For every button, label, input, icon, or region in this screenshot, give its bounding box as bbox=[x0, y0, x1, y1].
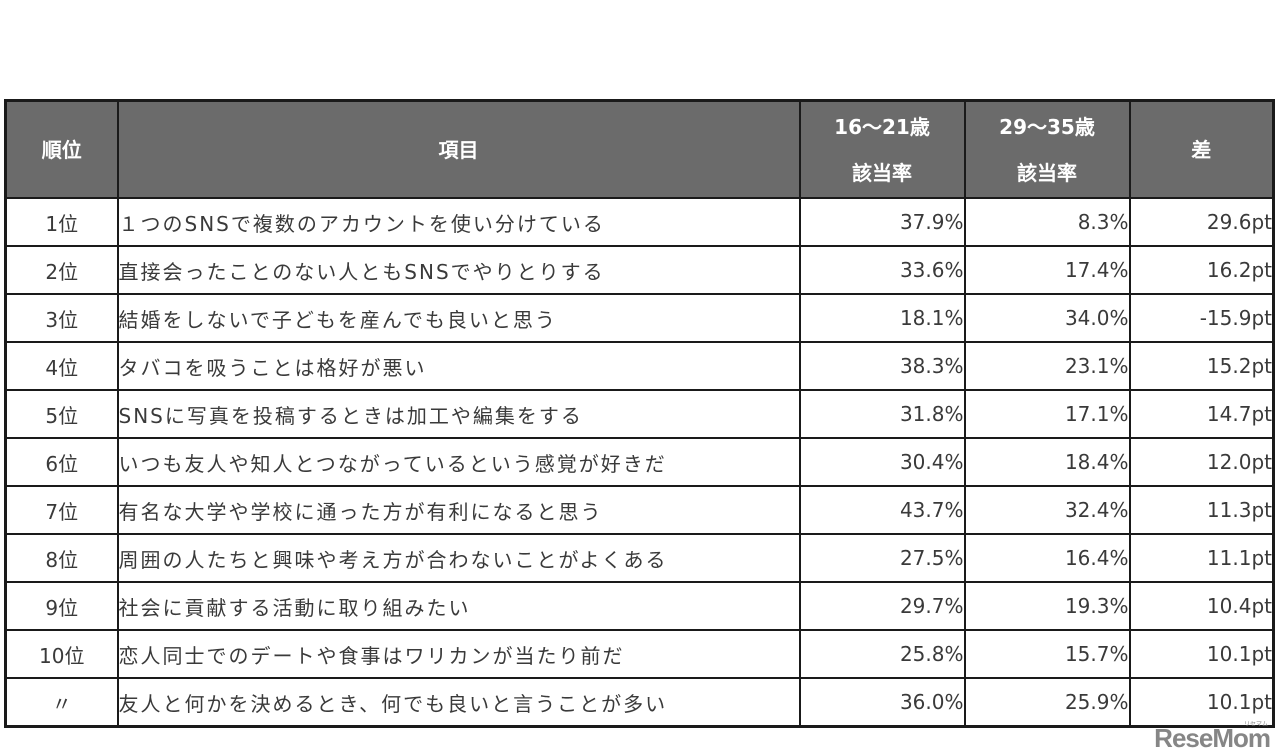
header-group-a-rate: 該当率 bbox=[852, 160, 912, 185]
table-row: 9位 社会に貢献する活動に取り組みたい 29.7% 19.3% 10.4pt bbox=[4, 581, 1275, 631]
item-cell: 周囲の人たちと興味や考え方が合わないことがよくある bbox=[116, 533, 801, 583]
item-cell: SNSに写真を投稿するときは加工や編集をする bbox=[116, 389, 801, 439]
header-group-a-age: 16～21歳 bbox=[834, 114, 930, 139]
diff-cell: 11.3pt bbox=[1128, 485, 1275, 535]
rank-cell: 6位 bbox=[4, 437, 119, 487]
item-cell: タバコを吸うことは格好が悪い bbox=[116, 341, 801, 391]
group-b-rate-cell: 8.3% bbox=[963, 197, 1131, 247]
group-a-rate-cell: 25.8% bbox=[798, 629, 966, 679]
diff-cell: 10.1pt bbox=[1128, 677, 1275, 728]
item-cell: いつも友人や知人とつながっているという感覚が好きだ bbox=[116, 437, 801, 487]
ranking-table: 順位 項目 16～21歳 該当率 29～35歳 該当率 差 1位 １つのSNSで複… bbox=[4, 99, 1275, 728]
group-a-rate-cell: 27.5% bbox=[798, 533, 966, 583]
table-row: 7位 有名な大学や学校に通った方が有利になると思う 43.7% 32.4% 11.3pt bbox=[4, 485, 1275, 535]
rank-cell: 2位 bbox=[4, 245, 119, 295]
table-row: 8位 周囲の人たちと興味や考え方が合わないことがよくある 27.5% 16.4% 11.… bbox=[4, 533, 1275, 583]
group-b-rate-cell: 17.4% bbox=[963, 245, 1131, 295]
group-a-rate-cell: 30.4% bbox=[798, 437, 966, 487]
item-cell: 友人と何かを決めるとき、何でも良いと言うことが多い bbox=[116, 677, 801, 728]
table-row: 10位 恋人同士でのデートや食事はワリカンが当たり前だ 25.8% 15.7% 10.1… bbox=[4, 629, 1275, 679]
table-row: 〃友人と何かを決めるとき、何でも良いと言うことが多い 36.0% 25.9% 10.1… bbox=[4, 677, 1275, 728]
diff-cell: 12.0pt bbox=[1128, 437, 1275, 487]
rank-cell: 8位 bbox=[4, 533, 119, 583]
group-b-rate-cell: 16.4% bbox=[963, 533, 1131, 583]
group-b-rate-cell: 19.3% bbox=[963, 581, 1131, 631]
rank-cell: 1位 bbox=[4, 197, 119, 247]
group-a-rate-cell: 29.7% bbox=[798, 581, 966, 631]
item-cell: 社会に貢献する活動に取り組みたい bbox=[116, 581, 801, 631]
group-b-rate-cell: 34.0% bbox=[963, 293, 1131, 343]
group-b-rate-cell: 18.4% bbox=[963, 437, 1131, 487]
rank-cell: 10位 bbox=[4, 629, 119, 679]
header-group-b-age: 29～35歳 bbox=[999, 114, 1095, 139]
table-row: 4位 タバコを吸うことは格好が悪い 38.3% 23.1% 15.2pt bbox=[4, 341, 1275, 391]
group-a-rate-cell: 43.7% bbox=[798, 485, 966, 535]
group-b-rate-cell: 25.9% bbox=[963, 677, 1131, 728]
rank-cell: 9位 bbox=[4, 581, 119, 631]
group-b-rate-cell: 17.1% bbox=[963, 389, 1131, 439]
rank-cell: 5位 bbox=[4, 389, 119, 439]
diff-cell: 16.2pt bbox=[1128, 245, 1275, 295]
watermark-subtext: リセマム bbox=[1243, 722, 1268, 728]
group-a-rate-cell: 31.8% bbox=[798, 389, 966, 439]
diff-cell: 15.2pt bbox=[1128, 341, 1275, 391]
item-cell: １つのSNSで複数のアカウントを使い分けている bbox=[116, 197, 801, 247]
header-group-b-rate: 該当率 bbox=[1017, 160, 1077, 185]
header-item: 項目 bbox=[116, 99, 801, 199]
group-a-rate-cell: 36.0% bbox=[798, 677, 966, 728]
item-cell: 恋人同士でのデートや食事はワリカンが当たり前だ bbox=[116, 629, 801, 679]
table-row: 3位 結婚をしないで子どもを産んでも良いと思う 18.1% 34.0% -15.9pt bbox=[4, 293, 1275, 343]
table-row: 6位 いつも友人や知人とつながっているという感覚が好きだ 30.4% 18.4% 12.… bbox=[4, 437, 1275, 487]
header-row: 順位 項目 16～21歳 該当率 29～35歳 該当率 差 bbox=[4, 99, 1275, 199]
item-cell: 直接会ったことのない人ともSNSでやりとりする bbox=[116, 245, 801, 295]
item-cell: 結婚をしないで子どもを産んでも良いと思う bbox=[116, 293, 801, 343]
table-row: 2位 直接会ったことのない人ともSNSでやりとりする 33.6% 17.4% 16.2p… bbox=[4, 245, 1275, 295]
group-b-rate-cell: 15.7% bbox=[963, 629, 1131, 679]
diff-cell: -15.9pt bbox=[1128, 293, 1275, 343]
rank-cell: 3位 bbox=[4, 293, 119, 343]
group-a-rate-cell: 37.9% bbox=[798, 197, 966, 247]
item-cell: 有名な大学や学校に通った方が有利になると思う bbox=[116, 485, 801, 535]
resemom-watermark-logo: ReseMom リセマム bbox=[1154, 722, 1271, 754]
rank-cell: 7位 bbox=[4, 485, 119, 535]
group-b-rate-cell: 23.1% bbox=[963, 341, 1131, 391]
group-b-rate-cell: 32.4% bbox=[963, 485, 1131, 535]
diff-cell: 14.7pt bbox=[1128, 389, 1275, 439]
rank-cell: 〃 bbox=[4, 677, 119, 728]
header-group-a: 16～21歳 該当率 bbox=[798, 99, 966, 199]
group-a-rate-cell: 38.3% bbox=[798, 341, 966, 391]
table-row: 1位 １つのSNSで複数のアカウントを使い分けている 37.9% 8.3% 29.6pt bbox=[4, 197, 1275, 247]
header-diff: 差 bbox=[1128, 99, 1275, 199]
diff-cell: 10.1pt bbox=[1128, 629, 1275, 679]
header-group-b: 29～35歳 該当率 bbox=[963, 99, 1131, 199]
diff-cell: 11.1pt bbox=[1128, 533, 1275, 583]
watermark-text: ReseMom bbox=[1154, 723, 1271, 753]
diff-cell: 10.4pt bbox=[1128, 581, 1275, 631]
diff-cell: 29.6pt bbox=[1128, 197, 1275, 247]
group-a-rate-cell: 33.6% bbox=[798, 245, 966, 295]
header-rank: 順位 bbox=[4, 99, 119, 199]
group-a-rate-cell: 18.1% bbox=[798, 293, 966, 343]
table-row: 5位 SNSに写真を投稿するときは加工や編集をする 31.8% 17.1% 14.7pt bbox=[4, 389, 1275, 439]
rank-cell: 4位 bbox=[4, 341, 119, 391]
